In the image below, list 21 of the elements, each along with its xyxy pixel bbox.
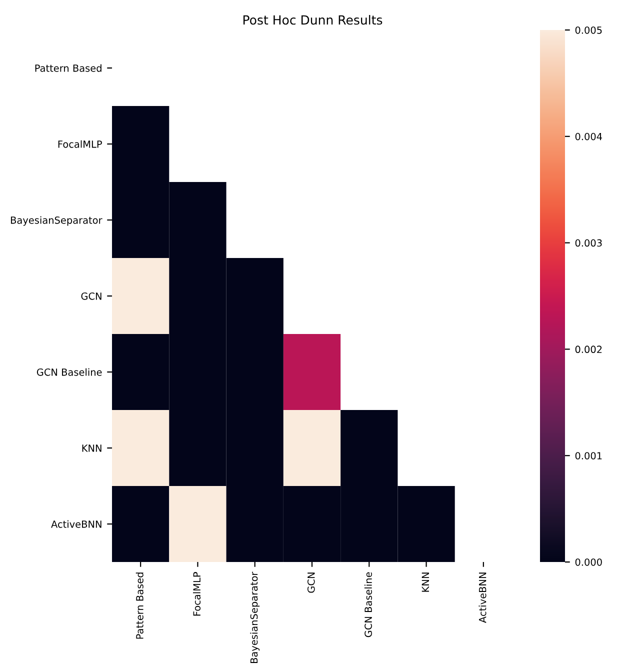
y-tick-label: GCN Baseline: [36, 368, 102, 376]
color-bar-label: 0.004: [575, 132, 602, 140]
color-bar-label: 0.005: [575, 26, 602, 34]
x-tick-label: Pattern Based: [136, 572, 144, 639]
x-tick-label: KNN: [422, 572, 429, 592]
y-tick-label: FocalMLP: [58, 140, 102, 148]
x-tick-label: GCN: [307, 572, 315, 593]
y-tick-label: Pattern Based: [35, 64, 102, 72]
y-tick-label: ActiveBNN: [51, 520, 102, 528]
x-tick-label: BayesianSeparator: [250, 572, 260, 664]
x-tick-label: FocalMLP: [193, 572, 201, 616]
color-bar-label: 0.000: [575, 558, 602, 566]
chart-title: Post Hoc Dunn Results: [243, 15, 382, 25]
y-tick-label: GCN: [81, 292, 102, 300]
color-bar-label: 0.001: [575, 452, 602, 460]
x-tick-label: GCN Baseline: [364, 572, 372, 638]
x-tick-label: ActiveBNN: [478, 572, 486, 623]
color-bar-label: 0.003: [575, 239, 602, 247]
y-tick-label: BayesianSeparator: [10, 216, 102, 226]
color-bar-label: 0.002: [575, 346, 602, 354]
y-tick-label: KNN: [82, 444, 102, 452]
